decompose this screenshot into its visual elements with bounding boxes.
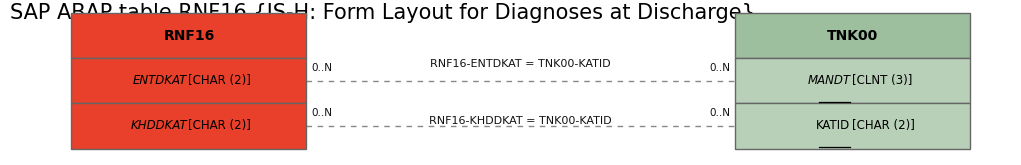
Text: KHDDKAT: KHDDKAT xyxy=(131,119,187,132)
Text: [CHAR (2)]: [CHAR (2)] xyxy=(188,74,251,87)
Text: 0..N: 0..N xyxy=(709,108,730,118)
Bar xyxy=(71,103,306,148)
Text: MANDT: MANDT xyxy=(808,74,850,87)
Text: 0..N: 0..N xyxy=(311,63,333,73)
Text: RNF16: RNF16 xyxy=(163,29,214,43)
Text: ENTDKAT: ENTDKAT xyxy=(133,74,187,87)
Bar xyxy=(71,13,306,58)
Text: 0..N: 0..N xyxy=(311,108,333,118)
Text: [CHAR (2)]: [CHAR (2)] xyxy=(852,119,915,132)
Text: TNK00: TNK00 xyxy=(827,29,878,43)
Text: [CLNT (3)]: [CLNT (3)] xyxy=(852,74,912,87)
Text: SAP ABAP table RNF16 {IS-H: Form Layout for Diagnoses at Discharge}: SAP ABAP table RNF16 {IS-H: Form Layout … xyxy=(10,3,756,23)
Text: KATID: KATID xyxy=(816,119,850,132)
Bar xyxy=(71,58,306,103)
Text: RNF16-KHDDKAT = TNK00-KATID: RNF16-KHDDKAT = TNK00-KATID xyxy=(430,116,612,126)
Bar xyxy=(735,13,970,58)
Text: 0..N: 0..N xyxy=(709,63,730,73)
Text: RNF16-ENTDKAT = TNK00-KATID: RNF16-ENTDKAT = TNK00-KATID xyxy=(431,59,611,69)
Bar xyxy=(735,58,970,103)
Text: [CHAR (2)]: [CHAR (2)] xyxy=(188,119,251,132)
Bar xyxy=(735,103,970,148)
